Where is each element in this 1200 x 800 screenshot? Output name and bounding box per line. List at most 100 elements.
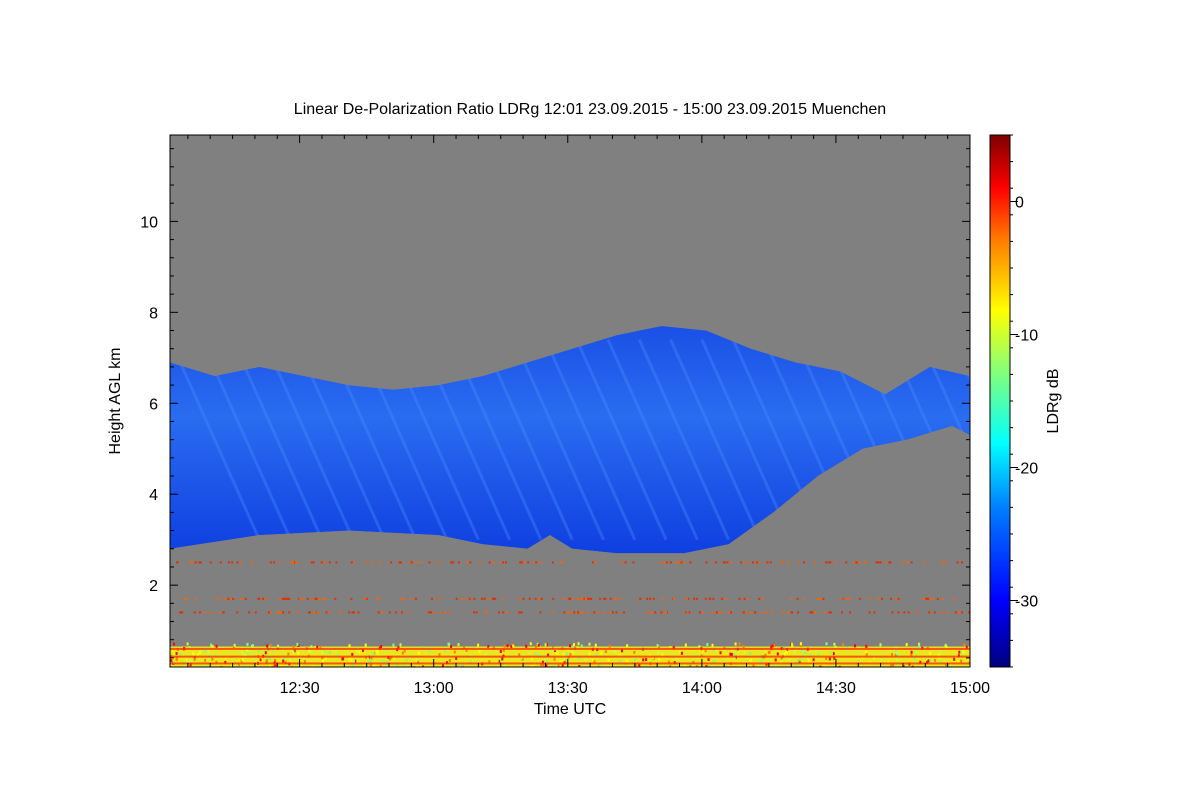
noise-pixel	[721, 597, 724, 600]
noise-pixel	[758, 597, 761, 600]
noise-pixel	[609, 597, 612, 600]
noise-pixel	[673, 665, 676, 667]
noise-pixel	[620, 561, 623, 564]
noise-pixel	[652, 597, 655, 600]
noise-pixel	[350, 561, 353, 564]
noise-pixel	[215, 644, 218, 648]
noise-pixel	[724, 597, 727, 600]
noise-pixel	[296, 643, 299, 646]
noise-pixel	[453, 650, 456, 654]
noise-pixel	[891, 653, 893, 657]
noise-pixel	[639, 597, 642, 600]
noise-pixel	[502, 611, 505, 614]
noise-pixel	[708, 597, 711, 600]
noise-pixel	[486, 597, 489, 600]
noise-pixel	[322, 597, 325, 600]
noise-pixel	[277, 611, 280, 614]
noise-pixel	[787, 611, 790, 614]
noise-pixel	[350, 597, 353, 600]
noise-pixel	[802, 649, 805, 653]
noise-pixel	[310, 645, 313, 649]
noise-pixel	[734, 642, 737, 646]
noise-pixel	[314, 664, 317, 667]
noise-pixel	[316, 611, 319, 614]
noise-pixel	[334, 649, 337, 653]
noise-pixel	[211, 645, 214, 648]
noise-pixel	[457, 561, 460, 564]
noise-pixel	[727, 656, 729, 660]
noise-pixel	[530, 664, 533, 667]
clear-air-below	[170, 426, 970, 667]
noise-pixel	[457, 643, 460, 647]
noise-pixel	[204, 649, 207, 653]
noise-pixel	[473, 611, 476, 614]
noise-pixel	[392, 643, 395, 647]
noise-pixel	[577, 611, 580, 614]
noise-pixel	[797, 611, 800, 614]
noise-pixel	[819, 597, 822, 600]
noise-pixel	[894, 653, 897, 657]
noise-pixel	[563, 611, 566, 614]
noise-pixel	[328, 561, 331, 564]
noise-pixel	[814, 663, 817, 667]
noise-pixel	[407, 611, 410, 614]
noise-pixel	[504, 561, 507, 564]
noise-pixel	[297, 651, 300, 655]
noise-pixel	[239, 597, 242, 600]
noise-pixel	[522, 654, 525, 657]
noise-pixel	[450, 561, 453, 564]
noise-pixel	[817, 597, 820, 600]
noise-pixel	[486, 611, 489, 614]
noise-pixel	[928, 611, 931, 614]
noise-pixel	[483, 597, 486, 600]
fall-streak	[170, 339, 261, 541]
noise-pixel	[880, 597, 883, 600]
noise-pixel	[492, 646, 495, 650]
noise-pixel	[764, 653, 767, 657]
noise-pixel	[580, 644, 583, 648]
noise-pixel	[646, 611, 649, 614]
noise-pixel	[614, 597, 616, 600]
noise-pixel	[829, 561, 832, 564]
noise-pixel	[722, 561, 725, 564]
noise-pixel	[956, 660, 959, 664]
noise-pixel	[546, 659, 549, 663]
noise-pixel	[562, 653, 565, 656]
noise-pixel	[251, 644, 254, 647]
noise-pixel	[324, 656, 327, 660]
noise-pixel	[236, 665, 239, 667]
noise-pixel	[444, 648, 447, 652]
noise-pixel	[192, 651, 195, 655]
noise-pixel	[896, 658, 899, 661]
noise-pixel	[733, 653, 735, 656]
noise-pixel	[437, 597, 440, 600]
noise-pixel	[363, 597, 366, 600]
noise-pixel	[533, 561, 536, 564]
noise-pixel	[452, 561, 455, 564]
noise-pixel	[799, 644, 802, 648]
noise-pixel	[794, 663, 797, 666]
x-axis: 12:30 13:00 13:30 14:00 14:30 15:00	[187, 135, 990, 697]
noise-pixel	[954, 611, 957, 614]
noise-pixel	[415, 658, 418, 662]
noise-pixel	[809, 611, 812, 614]
noise-pixel	[444, 611, 447, 614]
noise-pixel	[696, 665, 698, 667]
noise-pixel	[532, 664, 535, 667]
noise-pixel	[864, 561, 867, 564]
noise-pixel	[961, 611, 964, 614]
noise-pixel	[796, 597, 799, 600]
noise-pixel	[879, 643, 882, 647]
fall-streak	[637, 339, 731, 541]
noise-pixel	[926, 597, 929, 600]
y-axis-label: Height AGL km	[107, 347, 124, 454]
noise-pixel	[354, 659, 357, 663]
noise-pixel	[362, 648, 364, 652]
noise-pixel	[802, 597, 805, 600]
noise-pixel	[603, 597, 605, 600]
noise-pixel	[318, 665, 321, 667]
noise-pixel	[206, 665, 209, 667]
noise-pixel	[356, 648, 359, 652]
noise-pixel	[679, 650, 682, 654]
noise-pixel	[540, 663, 543, 667]
